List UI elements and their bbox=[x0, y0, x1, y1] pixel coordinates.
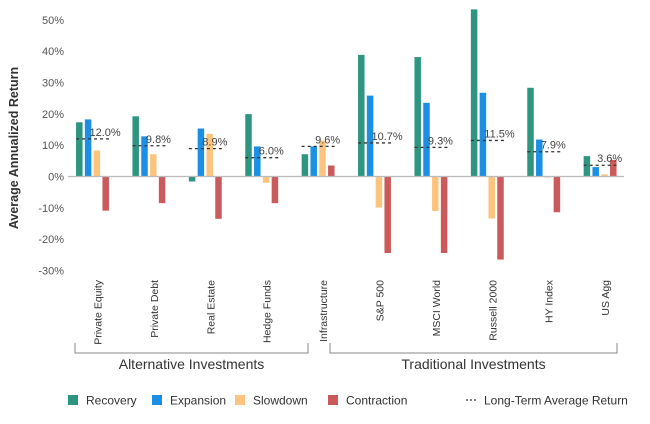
legend-swatch-contraction bbox=[328, 395, 338, 405]
bar-contraction-4 bbox=[328, 165, 335, 177]
bar-recovery-5 bbox=[358, 54, 365, 177]
average-label-2: 8.9% bbox=[202, 137, 227, 149]
bar-recovery-3 bbox=[245, 114, 252, 177]
category-label: US Agg bbox=[600, 280, 612, 316]
category-label: MSCI World bbox=[431, 280, 443, 337]
legend-swatch-slowdown bbox=[235, 395, 245, 405]
bar-expansion-2 bbox=[197, 128, 205, 177]
bar-recovery-2 bbox=[188, 176, 196, 182]
bar-expansion-9 bbox=[592, 167, 599, 177]
legend-swatch-expansion bbox=[152, 395, 162, 405]
category-labels: Private Equity Private Debt Real Estate Hed… bbox=[93, 279, 613, 345]
category-label: S&P 500 bbox=[375, 280, 387, 321]
group-bracket bbox=[74, 343, 309, 354]
average-lines: 12.0% 9.8% 8.9% 6.0% 9.6% 10.7% 9.3% 11.5% 7.9% 3… bbox=[76, 127, 622, 166]
bar-expansion-6 bbox=[423, 102, 430, 177]
category-label: Russell 2000 bbox=[487, 280, 499, 341]
average-label-8: 7.9% bbox=[541, 140, 566, 152]
bar-slowdown-3 bbox=[262, 176, 270, 183]
bar-expansion-0 bbox=[84, 119, 92, 177]
bar-slowdown-4 bbox=[319, 140, 326, 177]
legend-label: Contraction bbox=[346, 394, 407, 408]
category-label: Private Debt bbox=[149, 280, 161, 338]
bar-slowdown-0 bbox=[93, 150, 101, 177]
average-label-4: 9.6% bbox=[315, 134, 340, 146]
y-tick-label: 50% bbox=[42, 15, 64, 27]
category-label: Hedge Funds bbox=[262, 280, 274, 343]
bar-expansion-4 bbox=[310, 146, 317, 177]
y-tick-label: 10% bbox=[42, 140, 64, 152]
bar-slowdown-6 bbox=[432, 176, 439, 211]
bar-contraction-2 bbox=[215, 176, 222, 219]
bar-contraction-9 bbox=[610, 159, 617, 177]
group-label: Alternative Investments bbox=[119, 356, 265, 372]
average-label-6: 9.3% bbox=[428, 135, 453, 147]
average-label-9: 3.6% bbox=[597, 153, 622, 165]
bar-slowdown-9 bbox=[601, 174, 608, 177]
bar-contraction-7 bbox=[497, 176, 504, 260]
bar-contraction-0 bbox=[102, 176, 109, 211]
y-tick-label: 30% bbox=[42, 77, 64, 89]
y-tick-label: 40% bbox=[42, 46, 64, 58]
group-label: Traditional Investments bbox=[401, 356, 545, 372]
category-label: Real Estate bbox=[205, 280, 217, 334]
y-tick-label: 0% bbox=[48, 172, 64, 184]
bars bbox=[76, 9, 617, 260]
legend-swatch-recovery bbox=[68, 395, 78, 405]
average-label-1: 9.8% bbox=[146, 134, 171, 146]
legend: Recovery Expansion Slowdown Contraction Long… bbox=[68, 394, 628, 408]
y-tick-label: -10% bbox=[38, 203, 64, 215]
bar-slowdown-7 bbox=[488, 176, 495, 219]
bar-slowdown-5 bbox=[375, 176, 383, 208]
average-label-5: 10.7% bbox=[372, 131, 403, 143]
bar-recovery-8 bbox=[527, 87, 534, 177]
bar-recovery-7 bbox=[470, 9, 478, 177]
bar-expansion-1 bbox=[141, 136, 148, 177]
bar-recovery-0 bbox=[76, 122, 83, 177]
bar-expansion-8 bbox=[536, 139, 543, 177]
bar-contraction-6 bbox=[440, 176, 448, 253]
legend-label: Expansion bbox=[170, 394, 226, 408]
y-tick-label: -30% bbox=[38, 266, 64, 278]
bar-expansion-3 bbox=[254, 146, 261, 177]
average-label-7: 11.5% bbox=[484, 128, 515, 140]
average-label-3: 6.0% bbox=[259, 146, 284, 158]
bar-recovery-4 bbox=[301, 154, 309, 177]
bar-slowdown-1 bbox=[150, 154, 157, 177]
category-label: HY Index bbox=[544, 279, 556, 323]
bar-contraction-8 bbox=[553, 176, 561, 213]
bar-expansion-5 bbox=[366, 95, 374, 177]
category-label: Private Equity bbox=[93, 279, 105, 345]
bar-recovery-1 bbox=[132, 116, 139, 177]
bar-recovery-6 bbox=[414, 57, 421, 177]
bar-contraction-1 bbox=[158, 176, 166, 204]
group-brackets: Alternative Investments Traditional Inves… bbox=[74, 343, 618, 372]
y-ticks: 50% 40% 30% 20% 10% 0% -10% -20% -30% bbox=[38, 15, 64, 278]
bar-expansion-7 bbox=[479, 92, 487, 177]
bar-contraction-5 bbox=[384, 176, 391, 253]
legend-label: Recovery bbox=[86, 394, 137, 408]
group-bracket bbox=[329, 343, 618, 354]
bar-recovery-9 bbox=[583, 156, 591, 177]
average-label-0: 12.0% bbox=[90, 127, 121, 139]
y-tick-label: -20% bbox=[38, 234, 64, 246]
category-label: Infrastructure bbox=[318, 280, 330, 342]
legend-label: Long-Term Average Return bbox=[484, 394, 628, 408]
y-axis-label: Average Annualized Return bbox=[7, 67, 21, 229]
bar-contraction-3 bbox=[271, 176, 279, 204]
bar-slowdown-2 bbox=[206, 133, 213, 177]
legend-label: Slowdown bbox=[253, 394, 308, 408]
y-tick-label: 20% bbox=[42, 109, 64, 121]
